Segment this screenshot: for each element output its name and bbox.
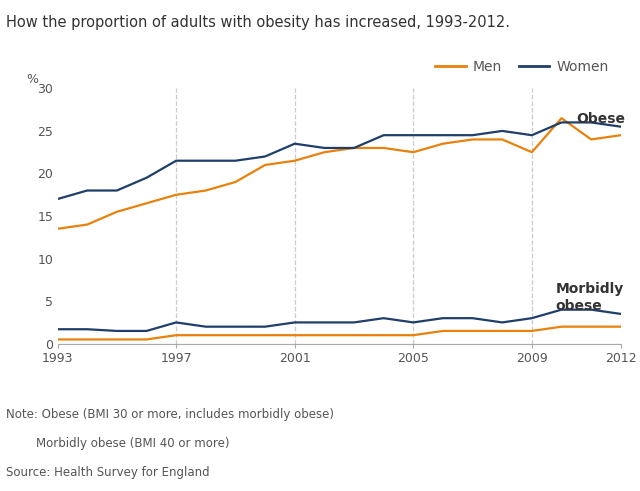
Text: Note: Obese (BMI 30 or more, includes morbidly obese): Note: Obese (BMI 30 or more, includes mo…	[6, 408, 334, 420]
Text: Source: Health Survey for England: Source: Health Survey for England	[6, 466, 210, 479]
Legend: Men, Women: Men, Women	[429, 55, 614, 80]
Text: Obese: Obese	[577, 112, 625, 126]
Text: Morbidly
obese: Morbidly obese	[556, 282, 624, 313]
Text: How the proportion of adults with obesity has increased, 1993-2012.: How the proportion of adults with obesit…	[6, 15, 511, 30]
Text: Morbidly obese (BMI 40 or more): Morbidly obese (BMI 40 or more)	[6, 437, 230, 450]
Text: %: %	[27, 73, 38, 86]
